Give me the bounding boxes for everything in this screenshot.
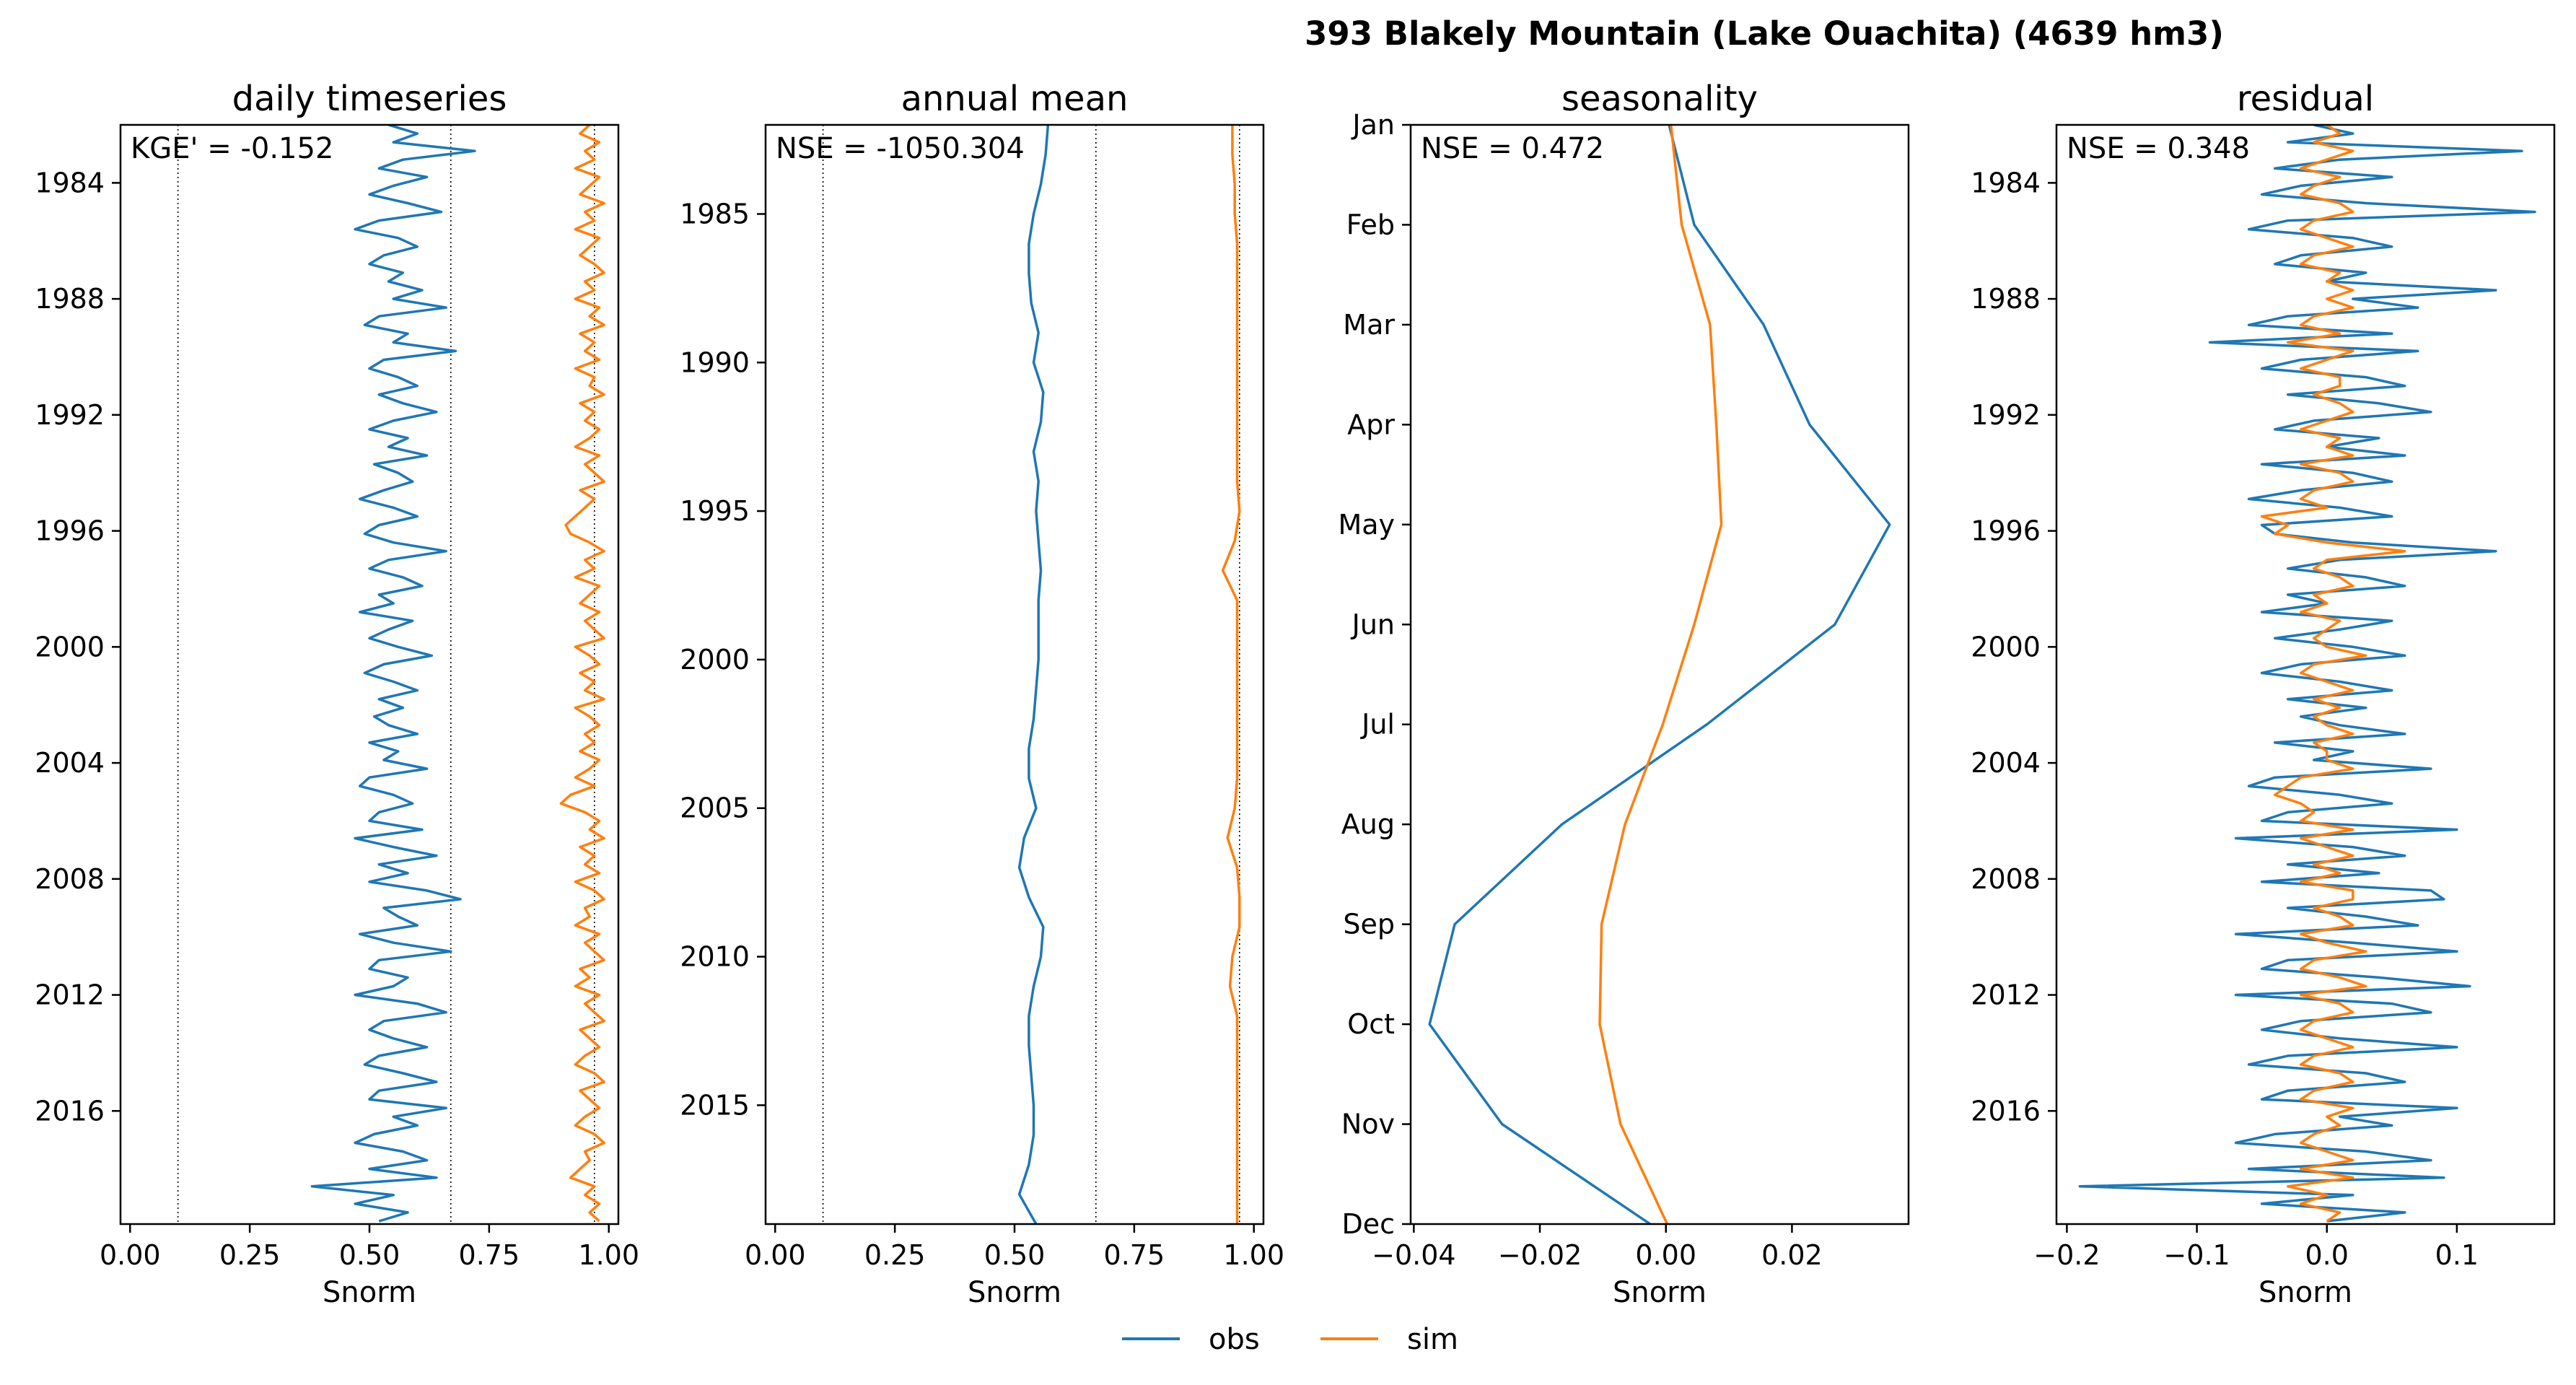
y-tick-label: 1992 <box>1971 399 2041 431</box>
y-tick-label: Feb <box>1346 209 1395 240</box>
y-tick-label: Mar <box>1343 309 1395 341</box>
x-axis-label: Snorm <box>1613 1276 1707 1309</box>
y-tick-label: 2000 <box>1971 631 2041 663</box>
y-tick-label: 1992 <box>35 399 105 431</box>
legend-label-sim: sim <box>1407 1323 1458 1356</box>
x-tick-label: 1.00 <box>1223 1239 1284 1271</box>
y-tick-label: 2005 <box>680 792 750 824</box>
y-tick-label: Dec <box>1341 1208 1395 1240</box>
y-tick-label: 2004 <box>35 747 105 779</box>
y-tick-label: 2000 <box>680 644 750 676</box>
y-tick-label: 1984 <box>35 167 105 198</box>
x-tick-label: −0.04 <box>1372 1239 1455 1271</box>
y-tick-label: 2000 <box>35 631 105 663</box>
y-tick-label: 1984 <box>1971 167 2041 198</box>
metric-annotation: NSE = 0.472 <box>1421 132 1604 165</box>
y-tick-label: 2015 <box>680 1089 750 1121</box>
panel-2: annual mean 0.00 0.25 0.50 0.75 1.00 1985 1990 1… <box>680 79 1284 1309</box>
panel-4: residual −0.2 −0.1 0.0 0.1 1984 1988 1992 1996 20… <box>1971 79 2556 1309</box>
x-axis-label: Snorm <box>323 1276 416 1309</box>
x-tick-label: 0.75 <box>459 1239 520 1271</box>
series-group <box>1017 125 1241 1224</box>
y-tick-label: 1988 <box>1971 283 2041 315</box>
panel-3: seasonality −0.04 −0.02 0.00 0.02 Jan Feb Mar Ap… <box>1338 79 1910 1309</box>
y-tick-label: Jun <box>1351 608 1395 640</box>
y-tick-label: Apr <box>1347 408 1395 440</box>
x-tick-label: 0.02 <box>1761 1239 1823 1271</box>
panels: daily timeseries 0.00 0.25 0.50 0.75 1.00 1984… <box>35 79 2556 1309</box>
y-tick-label: 2012 <box>35 979 105 1011</box>
plot-frame <box>1409 123 1910 1225</box>
x-tick-label: −0.02 <box>1498 1239 1582 1271</box>
x-tick-label: −0.2 <box>2033 1239 2100 1271</box>
metric-annotation: NSE = -1050.304 <box>776 132 1025 165</box>
series-line-obs <box>1017 125 1050 1224</box>
x-tick-label: 0.0 <box>2305 1239 2349 1271</box>
legend-label-obs: obs <box>1209 1323 1260 1356</box>
series-line-sim <box>559 125 605 1223</box>
x-tick-label: 0.00 <box>745 1239 806 1271</box>
y-tick-label: 2016 <box>35 1095 105 1127</box>
y-tick-label: Sep <box>1343 909 1395 940</box>
series-group <box>2078 125 2536 1223</box>
x-axis-label: Snorm <box>2259 1276 2352 1309</box>
y-tick-label: Oct <box>1347 1008 1395 1040</box>
series-line-obs <box>310 125 476 1223</box>
x-tick-label: 0.50 <box>984 1239 1046 1271</box>
x-tick-label: 0.75 <box>1104 1239 1165 1271</box>
y-tick-label: 1996 <box>1971 515 2041 547</box>
panel-title: residual <box>2237 79 2374 119</box>
y-tick-label: Nov <box>1341 1109 1395 1140</box>
y-tick-label: 1990 <box>680 346 750 378</box>
series-line-obs <box>2078 125 2536 1223</box>
x-axis-label: Snorm <box>968 1276 1061 1309</box>
x-tick-label: −0.1 <box>2163 1239 2230 1271</box>
y-tick-label: 2004 <box>1971 747 2041 779</box>
x-tick-label: 0.00 <box>100 1239 161 1271</box>
y-tick-label: 2008 <box>35 863 105 895</box>
plot-frame <box>2055 123 2556 1225</box>
x-tick-label: 0.25 <box>219 1239 281 1271</box>
y-tick-label: 1996 <box>35 515 105 547</box>
metric-annotation: KGE' = -0.152 <box>131 132 333 165</box>
y-tick-label: 1988 <box>35 283 105 315</box>
series-line-obs <box>1428 125 1891 1224</box>
y-tick-label: Aug <box>1341 808 1395 840</box>
y-tick-label: May <box>1338 509 1395 541</box>
series-line-sim <box>1598 125 1723 1224</box>
panel-title: daily timeseries <box>232 79 507 119</box>
x-tick-label: 0.1 <box>2435 1239 2479 1271</box>
y-tick-label: 2016 <box>1971 1095 2041 1127</box>
series-group <box>310 125 605 1223</box>
y-tick-label: 2008 <box>1971 863 2041 895</box>
x-tick-label: 1.00 <box>578 1239 639 1271</box>
metric-annotation: NSE = 0.348 <box>2067 132 2250 165</box>
y-tick-label: 2010 <box>680 941 750 973</box>
y-tick-label: Jul <box>1360 709 1395 740</box>
y-tick-label: 1995 <box>680 495 750 527</box>
y-tick-label: Jan <box>1351 109 1395 141</box>
legend: obs sim <box>1122 1323 1458 1356</box>
series-line-sim <box>1221 125 1241 1224</box>
figure-suptitle: 393 Blakely Mountain (Lake Ouachita) (46… <box>1305 14 2224 53</box>
x-tick-label: 0.50 <box>339 1239 400 1271</box>
series-line-sim <box>2260 125 2406 1223</box>
panel-title: seasonality <box>1561 79 1758 119</box>
plot-frame <box>764 123 1265 1225</box>
y-tick-label: 1985 <box>680 198 750 230</box>
x-tick-label: 0.00 <box>1635 1239 1696 1271</box>
x-tick-label: 0.25 <box>864 1239 926 1271</box>
y-tick-label: 2012 <box>1971 979 2041 1011</box>
series-group <box>1428 125 1891 1224</box>
panel-title: annual mean <box>901 79 1129 119</box>
panel-1: daily timeseries 0.00 0.25 0.50 0.75 1.00 1984… <box>35 79 639 1309</box>
